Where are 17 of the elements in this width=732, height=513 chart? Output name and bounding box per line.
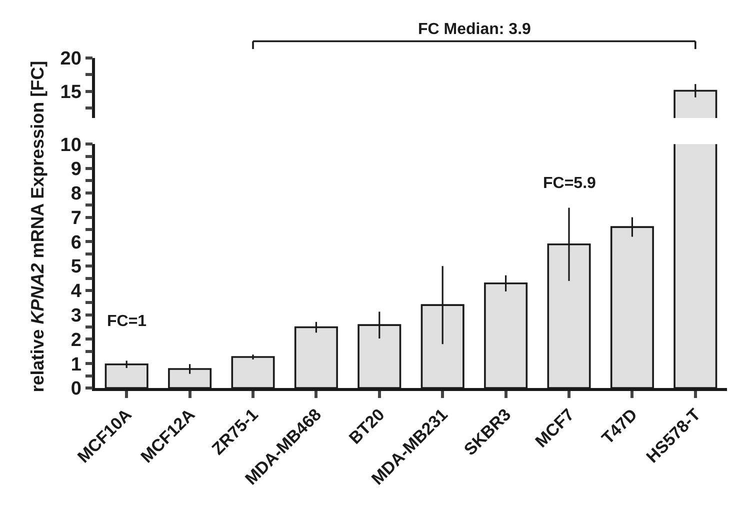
y-tick-label: 15: [60, 82, 82, 104]
y-tick-label: 20: [60, 48, 82, 70]
y-tick-label: 3: [70, 305, 82, 326]
y-tick-label: 9: [70, 159, 82, 180]
y-tick-label: 8: [70, 184, 82, 205]
y-axis-title: relative KPNA2 mRNA Expression [FC]: [28, 60, 48, 392]
y-tick-label: 5: [70, 256, 82, 278]
y-tick-label: 0: [70, 378, 82, 400]
text: FC Median: 3.9: [418, 21, 532, 38]
y-tick-label: 4: [70, 281, 82, 302]
y-tick-label: 1: [70, 354, 82, 376]
y-tick-label: 10: [60, 134, 82, 156]
annotation: FC=1: [107, 313, 147, 330]
y-tick-label: 7: [70, 208, 82, 229]
y-tick-label: 2: [70, 330, 82, 351]
annotation: FC=5.9: [543, 175, 596, 192]
y-tick-label: 6: [70, 232, 82, 254]
